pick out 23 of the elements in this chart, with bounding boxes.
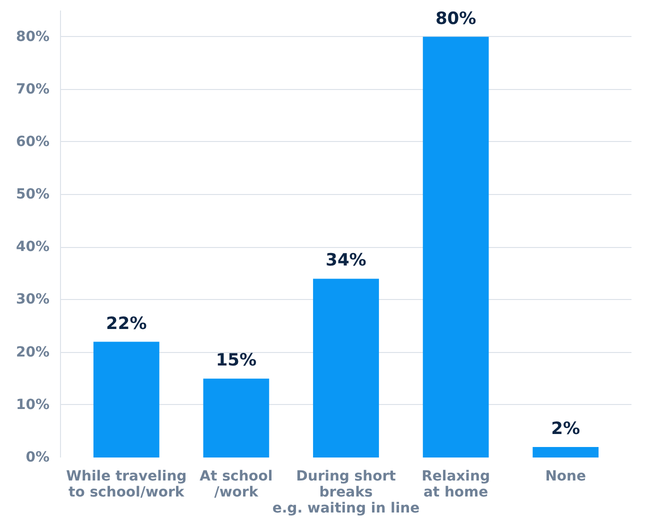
x-tick-label: While traveling to school/work [66, 468, 187, 500]
bar [93, 342, 160, 458]
data-label: 22% [106, 314, 147, 334]
data-label: 80% [435, 8, 476, 29]
y-tick-label: 40% [16, 239, 50, 256]
bar [422, 36, 489, 458]
data-label: 34% [326, 250, 366, 271]
data-label: 2% [551, 418, 580, 439]
y-tick-label: 20% [16, 344, 50, 360]
y-tick-label: 10% [16, 396, 50, 413]
x-tick-label: None [545, 468, 586, 484]
y-tick-label: 70% [16, 81, 50, 98]
y-tick-label: 0% [26, 450, 50, 466]
data-label: 15% [216, 350, 257, 371]
x-tick-label: Relaxing at home [422, 468, 490, 500]
bar [203, 378, 270, 458]
y-tick-label: 50% [16, 186, 50, 203]
y-tick-label: 80% [16, 28, 50, 45]
bar [532, 446, 599, 458]
x-tick-label: During short breaks e.g. waiting in line [272, 468, 420, 516]
y-tick-label: 30% [16, 292, 50, 308]
y-tick-label: 60% [16, 134, 50, 150]
bar [313, 278, 379, 458]
